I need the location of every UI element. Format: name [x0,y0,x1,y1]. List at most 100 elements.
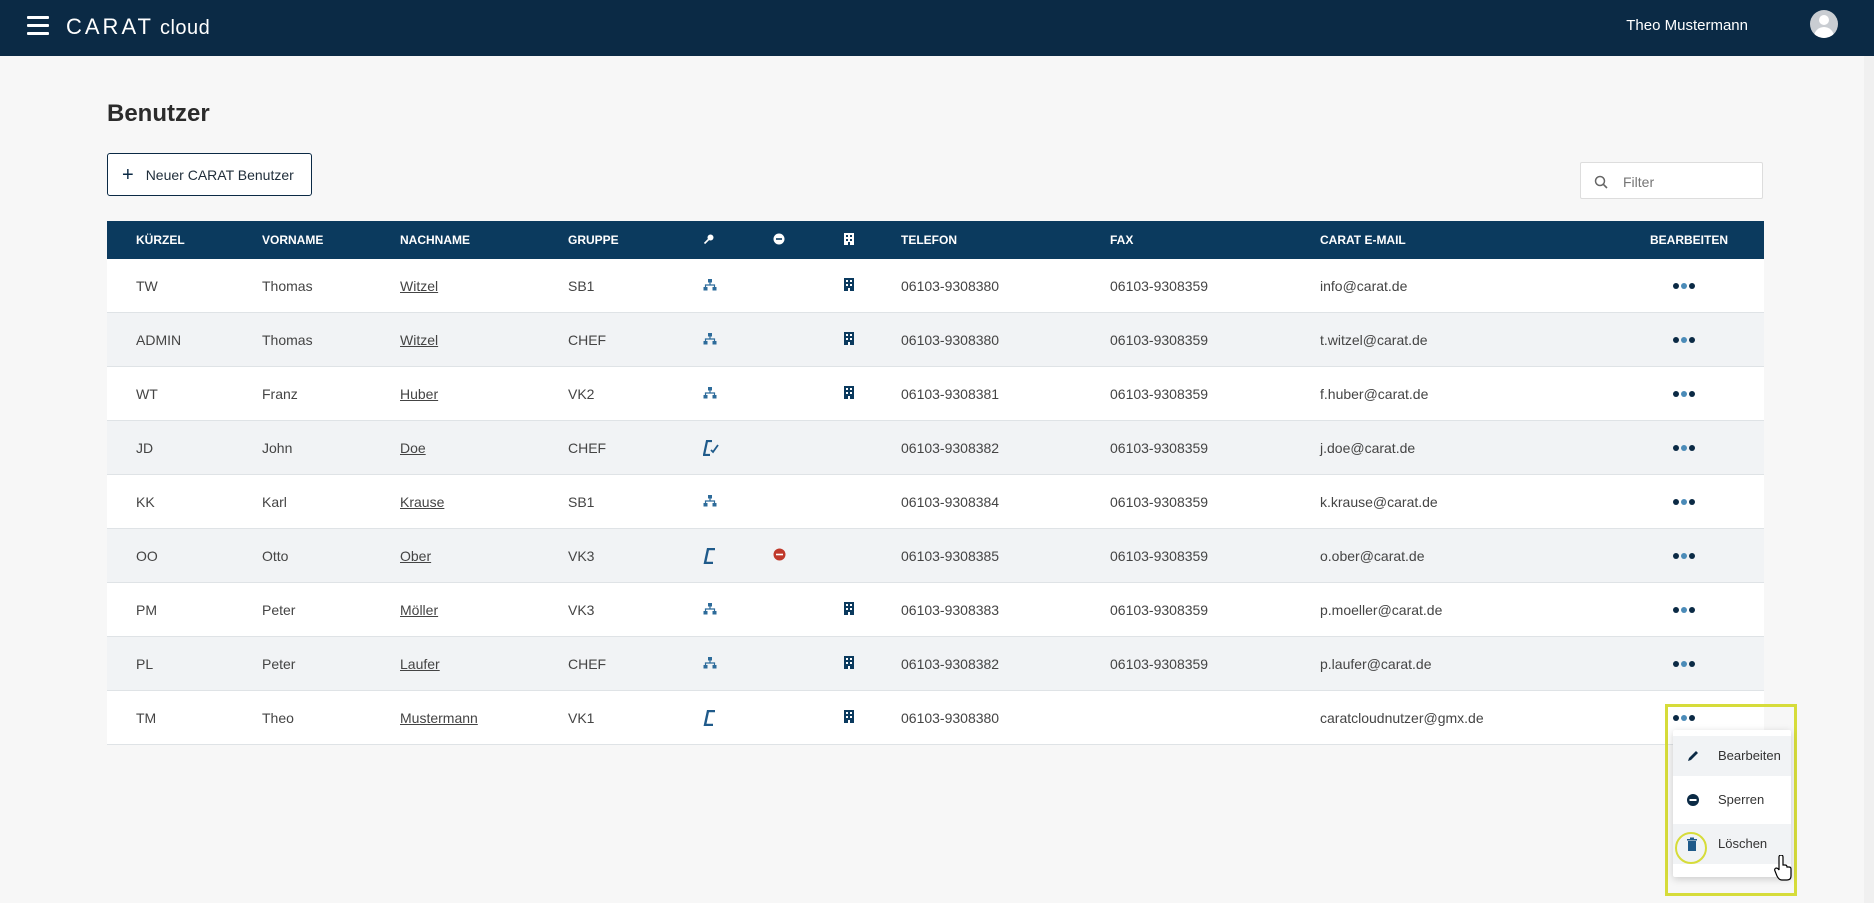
header-bearbeiten: BEARBEITEN [1650,233,1729,247]
cell-vorname: Thomas [262,278,313,294]
building-icon [844,332,854,348]
network-icon [703,386,717,402]
cell-fax: 06103-9308359 [1110,332,1209,348]
network-icon [703,494,717,510]
network-icon [703,602,717,618]
cell-kuerzel: OO [136,548,158,564]
cell-vorname: John [262,440,293,456]
user-link[interactable]: Ober [400,548,432,564]
cell-fax: 06103-9308359 [1110,656,1209,672]
carat-cloud-logo[interactable]: CARAT cloud [66,14,210,40]
logo-text: CARAT [66,14,154,39]
user-link[interactable]: Witzel [400,278,439,294]
table-body: TW Thomas Witzel SB1 06103-9308380 06103-9308… [107,259,1764,745]
more-actions-icon[interactable] [1673,715,1695,721]
filter-box [1580,162,1763,199]
cell-gruppe: SB1 [568,494,595,510]
more-actions-icon[interactable] [1673,445,1695,451]
avatar[interactable] [1810,10,1838,38]
user-link[interactable]: Möller [400,602,439,618]
cell-telefon: 06103-9308381 [901,386,1000,402]
network-icon [703,332,717,348]
cell-kuerzel: JD [136,440,154,456]
cell-email: k.krause@carat.de [1320,494,1438,510]
user-link[interactable]: Doe [400,440,426,456]
cell-fax: 06103-9308359 [1110,278,1209,294]
cell-vorname: Theo [262,710,294,726]
building-icon [844,278,854,294]
block-icon [1687,794,1699,806]
more-actions-icon[interactable] [1673,337,1695,343]
new-carat-user-button[interactable]: + Neuer CARAT Benutzer [107,153,312,196]
cell-fax: 06103-9308359 [1110,386,1209,402]
cell-gruppe: CHEF [568,440,607,456]
cell-fax: 06103-9308359 [1110,440,1209,456]
blocked-status-icon [773,548,786,564]
cell-kuerzel: TM [136,710,157,726]
more-actions-icon[interactable] [1673,607,1695,613]
cell-email: caratcloudnutzer@gmx.de [1320,710,1484,726]
cell-telefon: 06103-9308383 [901,602,1000,618]
plus-icon: + [122,163,134,186]
menu-hamburger-icon[interactable] [27,16,49,36]
header-telefon[interactable]: TELEFON [901,233,957,247]
page-title: Benutzer [107,100,210,127]
header-nachname[interactable]: NACHNAME [400,233,470,247]
new-user-label: Neuer CARAT Benutzer [145,166,294,183]
header-vorname[interactable]: VORNAME [262,233,324,247]
menu-label-sperren: Sperren [1718,792,1765,807]
user-link[interactable]: Witzel [400,332,439,348]
cell-telefon: 06103-9308380 [901,710,1000,726]
table-row: TW Thomas Witzel SB1 06103-9308380 06103-9308… [107,259,1764,313]
table-row: TM Theo Mustermann VK1 06103-9308380 caratclo… [107,691,1764,745]
menu-item-sperren[interactable]: Sperren [1673,780,1791,820]
menu-item-bearbeiten[interactable]: Bearbeiten [1673,736,1791,776]
header-email[interactable]: CARAT E-MAIL [1320,233,1406,247]
header-kuerzel[interactable]: KÜRZEL [136,233,185,247]
cell-kuerzel: PL [136,656,154,672]
user-link[interactable]: Laufer [400,656,440,672]
user-name[interactable]: Theo Mustermann [1626,17,1748,34]
user-link[interactable]: Mustermann [400,710,478,726]
click-highlight-ring [1675,832,1707,864]
user-link[interactable]: Huber [400,386,439,402]
table-header: KÜRZEL VORNAME NACHNAME GRUPPE TELEFON F… [107,221,1764,259]
cell-vorname: Thomas [262,332,313,348]
cell-telefon: 06103-9308380 [901,278,1000,294]
cell-gruppe: CHEF [568,656,607,672]
building-icon [844,656,854,672]
cell-gruppe: VK1 [568,710,595,726]
pencil-icon [1688,751,1698,761]
filter-input[interactable] [1621,171,1755,193]
cell-kuerzel: WT [136,386,158,402]
cell-vorname: Peter [262,656,296,672]
users-table: KÜRZEL VORNAME NACHNAME GRUPPE TELEFON F… [107,221,1764,745]
building-icon [844,710,854,726]
header-fax[interactable]: FAX [1110,233,1134,247]
cell-kuerzel: KK [136,494,155,510]
key-icon [703,233,715,248]
cell-email: f.huber@carat.de [1320,386,1429,402]
table-row: JD John Doe CHEF 06103-9308382 06103-9308359 j… [107,421,1764,475]
search-icon [1594,175,1608,189]
cell-telefon: 06103-9308385 [901,548,1000,564]
cell-telefon: 06103-9308382 [901,440,1000,456]
more-actions-icon[interactable] [1673,553,1695,559]
network-icon [703,656,717,672]
menu-label-bearbeiten: Bearbeiten [1718,748,1781,763]
more-actions-icon[interactable] [1673,283,1695,289]
cell-email: o.ober@carat.de [1320,548,1425,564]
carat-icon [703,547,717,567]
cell-vorname: Karl [262,494,287,510]
cell-email: info@carat.de [1320,278,1408,294]
more-actions-icon[interactable] [1673,391,1695,397]
more-actions-icon[interactable] [1673,499,1695,505]
header-gruppe[interactable]: GRUPPE [568,233,619,247]
more-actions-icon[interactable] [1673,661,1695,667]
network-icon [703,278,717,294]
cell-vorname: Otto [262,548,289,564]
cell-email: p.laufer@carat.de [1320,656,1432,672]
user-link[interactable]: Krause [400,494,445,510]
building-icon [844,233,854,248]
scrollbar[interactable] [1864,56,1874,903]
